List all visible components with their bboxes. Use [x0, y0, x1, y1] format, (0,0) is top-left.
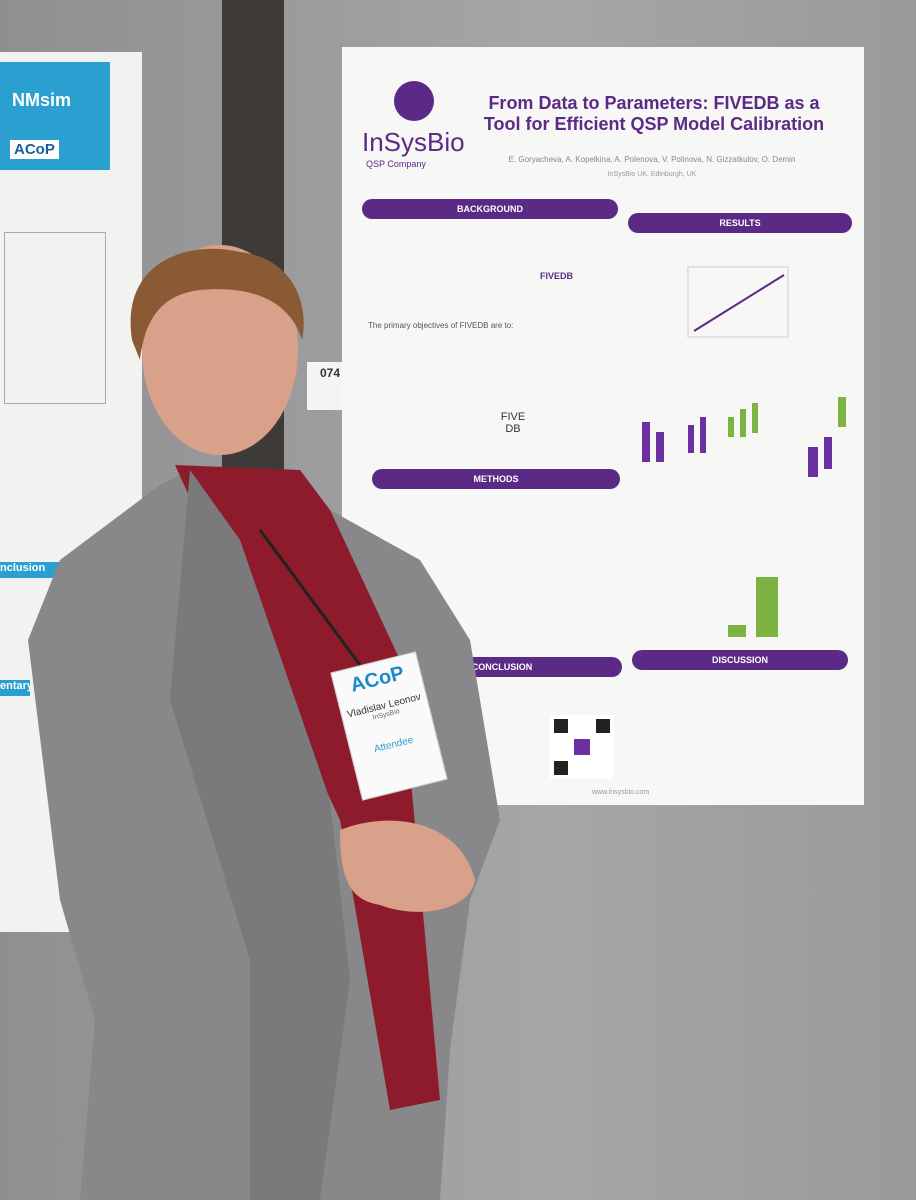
violins	[642, 417, 832, 477]
qr-code	[550, 715, 614, 779]
section-header: METHODS	[372, 469, 620, 489]
hand	[340, 820, 475, 912]
badge-role: Attendee	[372, 734, 415, 756]
acop: ACoP	[10, 140, 59, 159]
affiliation: InSysBio UK, Edinburgh, UK	[607, 171, 697, 178]
hair	[130, 248, 304, 360]
logo-box: NMsim ACoP	[0, 62, 110, 170]
authors: E. Goryacheva, A. Kopelkina, A. Polenova…	[508, 155, 796, 164]
logo: NMsim	[12, 90, 72, 110]
poster-title: From Data to Parameters: FIVEDB as a Too…	[483, 93, 825, 134]
trend	[693, 274, 785, 332]
lapel	[170, 470, 350, 1200]
website: www.insysbio.com	[592, 789, 650, 796]
code-box	[4, 232, 106, 404]
coverage-plot	[687, 266, 789, 338]
logo: InSysBio	[362, 127, 465, 157]
db-label: FIVE DB	[500, 411, 526, 435]
logo-icon	[394, 81, 434, 121]
lanyard	[258, 529, 362, 666]
hub: FIVEDB	[540, 271, 574, 281]
section-header: nclusion	[0, 562, 60, 578]
section-header: DISCUSSION	[632, 650, 848, 670]
face	[142, 245, 298, 455]
shirt	[175, 465, 440, 1110]
section-header: BACKGROUND	[362, 199, 618, 219]
section-header: RESULTS	[628, 213, 852, 233]
logo-sub: QSP Company	[366, 159, 426, 169]
violins	[728, 397, 846, 637]
results-plots	[642, 266, 846, 637]
section-header: entary	[0, 680, 30, 696]
objectives: The primary objectives of FIVEDB are to:	[368, 321, 514, 330]
